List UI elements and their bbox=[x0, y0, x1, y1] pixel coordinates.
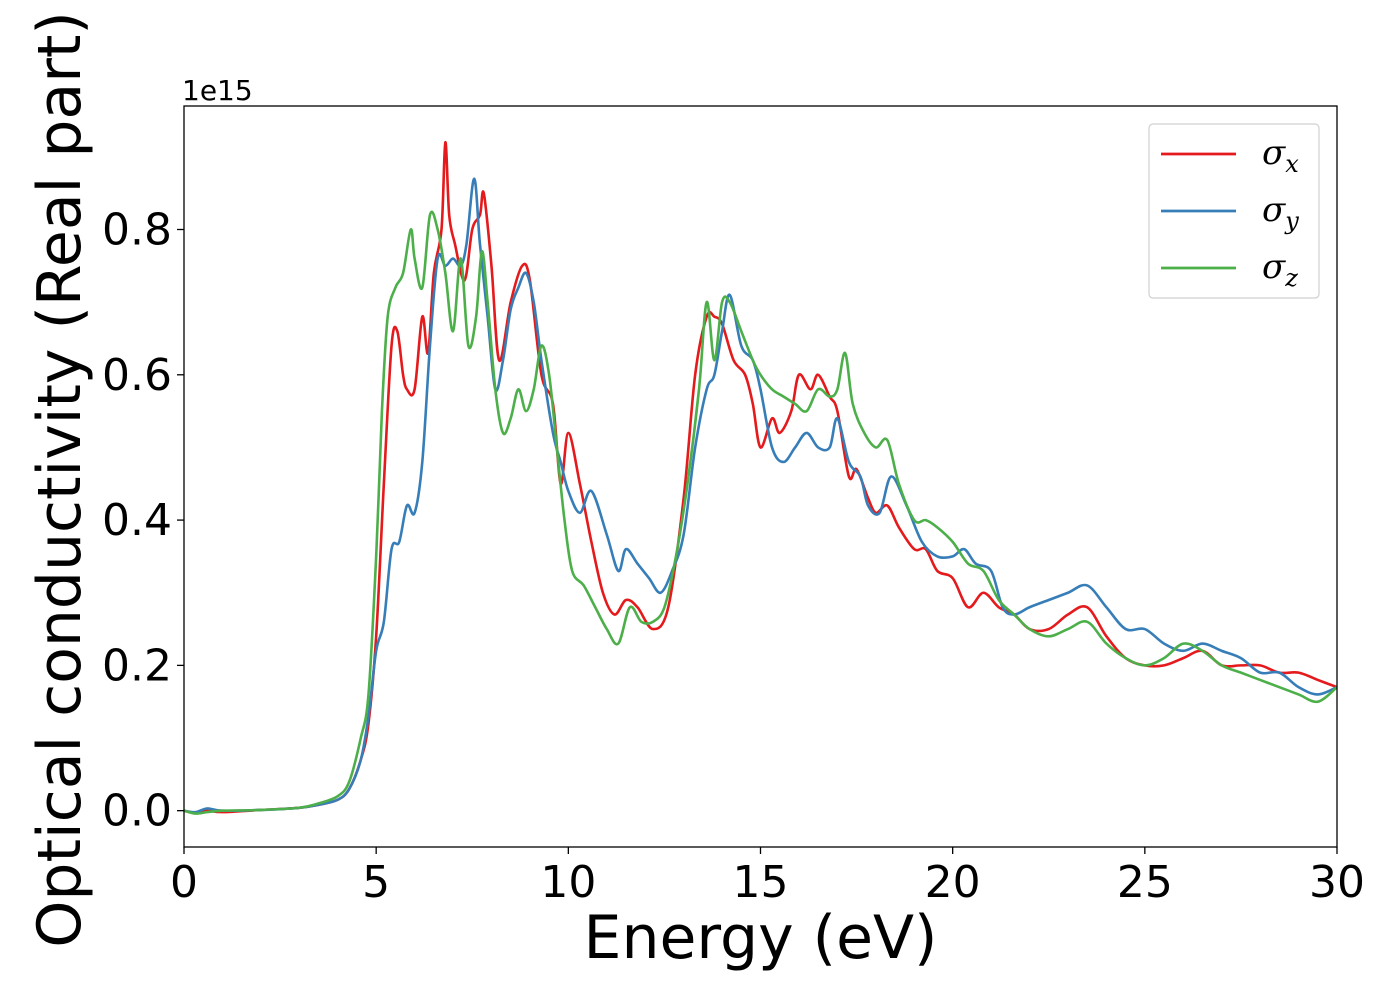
x-tick-label: 0 bbox=[170, 857, 198, 908]
x-tick-label: 25 bbox=[1117, 857, 1173, 908]
x-tick-label: 5 bbox=[362, 857, 390, 908]
x-tick-label: 10 bbox=[540, 857, 596, 908]
legend: σx σy σz bbox=[1148, 123, 1320, 299]
legend-label-y: σy bbox=[1262, 190, 1299, 235]
x-axis-title: Energy (eV) bbox=[584, 903, 938, 973]
y-tick-label: 0.4 bbox=[102, 495, 172, 546]
legend-label-x: σx bbox=[1262, 133, 1299, 178]
y-tick-label: 0.6 bbox=[102, 350, 172, 401]
legend-label-z: σz bbox=[1262, 247, 1298, 292]
x-tick-label: 20 bbox=[925, 857, 981, 908]
plot-lines bbox=[184, 141, 1337, 815]
y-tick-label: 0.2 bbox=[102, 640, 172, 691]
x-tick-label: 15 bbox=[733, 857, 789, 908]
x-tick-label: 30 bbox=[1309, 857, 1365, 908]
y-axis-offset-label: 1e15 bbox=[182, 74, 253, 107]
y-tick-label: 0.8 bbox=[102, 205, 172, 256]
series-line-y bbox=[184, 177, 1337, 814]
y-axis-title: Optical conductivity (Real part) bbox=[25, 11, 95, 948]
x-axis: 0 5 10 15 20 25 30 bbox=[170, 847, 1365, 908]
y-axis: 0.0 0.2 0.4 0.6 0.8 bbox=[102, 205, 184, 837]
y-tick-label: 0.0 bbox=[102, 786, 172, 837]
series-line-z bbox=[184, 210, 1337, 815]
